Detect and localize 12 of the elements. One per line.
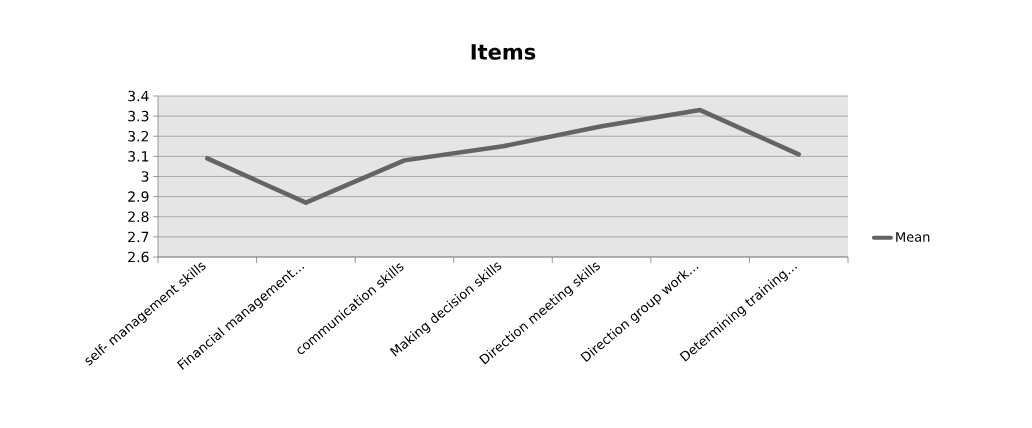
y-tick-label: 3.1 xyxy=(128,151,149,162)
y-tick-label: 2.7 xyxy=(128,231,149,243)
y-tick-label: 2.8 xyxy=(128,211,149,223)
y-tick-label: 3.2 xyxy=(128,130,149,142)
y-tick-label: 2.6 xyxy=(128,251,149,263)
legend-label: Mean xyxy=(896,232,930,242)
y-tick-label: 2.9 xyxy=(128,191,149,202)
y-tick-label: 3.3 xyxy=(128,110,149,122)
y-tick-label: 3.4 xyxy=(128,90,149,102)
chart-title: Items xyxy=(471,44,536,60)
line-series xyxy=(205,107,801,205)
y-tick-label: 3 xyxy=(141,171,149,182)
